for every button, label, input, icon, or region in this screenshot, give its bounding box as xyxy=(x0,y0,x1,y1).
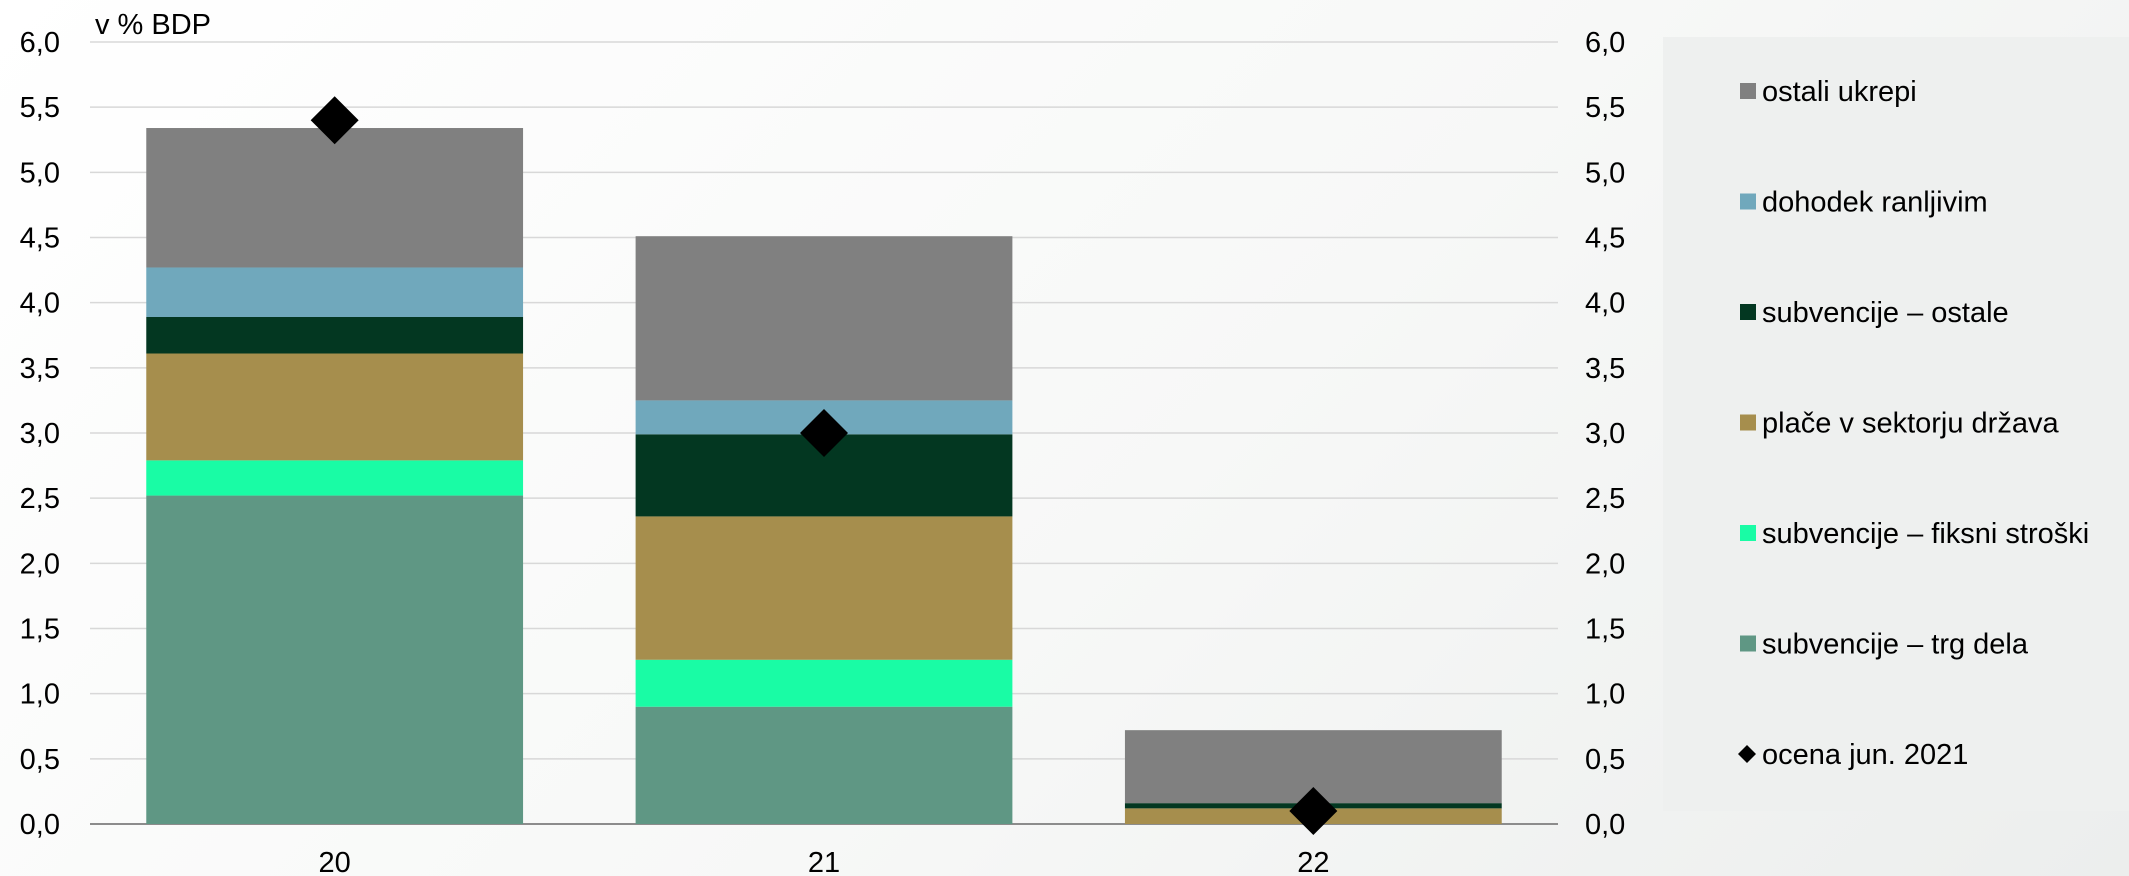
legend-item: plače v sektorju država xyxy=(1740,408,2059,440)
right-tick-label: 0,5 xyxy=(1585,744,1625,776)
legend-swatch xyxy=(1740,525,1756,541)
bar-segment xyxy=(146,353,524,461)
left-tick-label: 6,0 xyxy=(20,27,60,59)
estimate-marker xyxy=(1289,786,1338,835)
legend-swatch xyxy=(1740,635,1756,652)
legend-item: dohodek ranljivim xyxy=(1740,187,1988,219)
bar-segment xyxy=(635,516,1013,660)
legend-item: subvencije – trg dela xyxy=(1740,629,2029,661)
legend-item: subvencije – ostale xyxy=(1740,297,2009,329)
estimate-markers xyxy=(310,96,1338,835)
right-tick-label: 5,5 xyxy=(1585,92,1625,124)
left-tick-label: 3,0 xyxy=(20,418,60,450)
bar-segment xyxy=(635,236,1013,401)
estimate-marker xyxy=(800,409,848,457)
legend-label: dohodek ranljivim xyxy=(1762,187,1988,219)
right-tick-label: 1,0 xyxy=(1585,679,1625,711)
legend-item: ostali ukrepi xyxy=(1740,76,1917,108)
right-tick-label: 3,0 xyxy=(1585,418,1625,450)
bar-segment xyxy=(146,460,524,496)
left-tick-label: 3,5 xyxy=(20,353,60,385)
y-axis-label: v % BDP xyxy=(95,9,211,41)
legend-swatch xyxy=(1740,83,1756,99)
right-tick-label: 2,5 xyxy=(1585,483,1625,515)
bar-segment xyxy=(635,706,1013,824)
right-tick-label: 2,0 xyxy=(1585,548,1625,580)
legend-swatch xyxy=(1740,304,1756,320)
legend-item: subvencije – fiksni stroški xyxy=(1740,518,2089,550)
left-tick-label: 1,5 xyxy=(20,614,60,646)
legend-label: subvencije – trg dela xyxy=(1762,629,2029,661)
legend-swatch xyxy=(1740,414,1756,431)
x-tick-label: 22 xyxy=(1297,847,1329,876)
legend-diamond-swatch xyxy=(1738,745,1756,763)
left-tick-label: 4,0 xyxy=(20,288,60,320)
left-tick-label: 0,5 xyxy=(20,744,60,776)
bar-segment xyxy=(146,317,524,354)
bar-segment xyxy=(146,128,524,268)
legend-label: subvencije – fiksni stroški xyxy=(1762,518,2089,550)
x-axis-ticks: 20 21 22 xyxy=(319,847,1330,876)
left-tick-label: 5,5 xyxy=(20,92,60,124)
right-tick-label: 5,0 xyxy=(1585,157,1625,189)
left-tick-label: 0,0 xyxy=(20,809,60,841)
left-tick-label: 5,0 xyxy=(20,157,60,189)
right-axis-ticks: 0,0 0,5 1,0 1,5 2,0 2,5 3,0 3,5 4,0 4,5 5,0 5,5 6,0 xyxy=(1585,27,1625,841)
legend-item: ocena jun. 2021 xyxy=(1738,739,1968,771)
legend-swatch xyxy=(1740,193,1756,210)
left-tick-label: 2,5 xyxy=(20,483,60,515)
left-tick-label: 1,0 xyxy=(20,679,60,711)
legend-label: plače v sektorju država xyxy=(1762,408,2059,440)
bar-segment xyxy=(146,267,524,318)
right-tick-label: 3,5 xyxy=(1585,353,1625,385)
x-tick-label: 21 xyxy=(808,847,840,876)
legend-label: ocena jun. 2021 xyxy=(1762,739,1968,771)
right-tick-label: 1,5 xyxy=(1585,614,1625,646)
legend-label: subvencije – ostale xyxy=(1762,297,2009,329)
right-tick-label: 0,0 xyxy=(1585,809,1625,841)
legend-label: ostali ukrepi xyxy=(1762,76,1917,108)
left-axis-ticks: 0,0 0,5 1,0 1,5 2,0 2,5 3,0 3,5 4,0 4,5 5,0 5,5 6,0 xyxy=(20,27,60,841)
bar-segment xyxy=(635,659,1013,707)
left-tick-label: 4,5 xyxy=(20,223,60,255)
x-tick-label: 20 xyxy=(319,847,351,876)
estimate-marker xyxy=(310,96,359,145)
bar-segment xyxy=(146,495,524,824)
right-tick-label: 4,0 xyxy=(1585,288,1625,320)
right-tick-label: 6,0 xyxy=(1585,27,1625,59)
right-tick-label: 4,5 xyxy=(1585,223,1625,255)
bars xyxy=(146,128,1502,824)
left-tick-label: 2,0 xyxy=(20,548,60,580)
legend: ostali ukrepi dohodek ranljivim subvencije… xyxy=(1663,37,2129,811)
